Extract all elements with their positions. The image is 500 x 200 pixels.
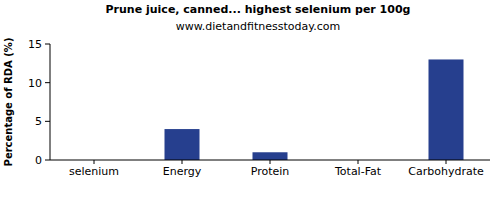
x-tick-label: Total-Fat — [334, 165, 382, 178]
x-tick — [358, 160, 359, 164]
y-tick — [45, 121, 50, 122]
x-tick-label: selenium — [69, 165, 119, 178]
y-tick-label: 15 — [28, 38, 42, 51]
x-tick — [270, 160, 271, 164]
bar — [253, 152, 288, 160]
y-tick — [45, 44, 50, 45]
y-tick-label: 10 — [28, 77, 42, 90]
subtitle: www.dietandfitnesstoday.com — [176, 20, 340, 33]
x-axis — [50, 160, 490, 161]
y-axis — [50, 44, 51, 160]
x-tick-label: Carbohydrate — [408, 165, 484, 178]
y-tick — [45, 160, 50, 161]
x-tick-label: Protein — [251, 165, 290, 178]
bar — [165, 129, 200, 160]
x-tick — [94, 160, 95, 164]
x-tick — [446, 160, 447, 164]
y-tick-label: 5 — [35, 115, 42, 128]
chart-container: Prune juice, canned... highest selenium … — [0, 0, 500, 200]
y-tick-label: 0 — [35, 154, 42, 167]
y-tick — [45, 82, 50, 83]
x-tick — [182, 160, 183, 164]
title: Prune juice, canned... highest selenium … — [106, 3, 411, 16]
bar — [429, 59, 464, 160]
y-axis-label: Percentage of RDA (%) — [3, 38, 14, 167]
x-tick-label: Energy — [163, 165, 202, 178]
chart-svg: Prune juice, canned... highest selenium … — [0, 0, 500, 200]
bars — [165, 59, 464, 160]
